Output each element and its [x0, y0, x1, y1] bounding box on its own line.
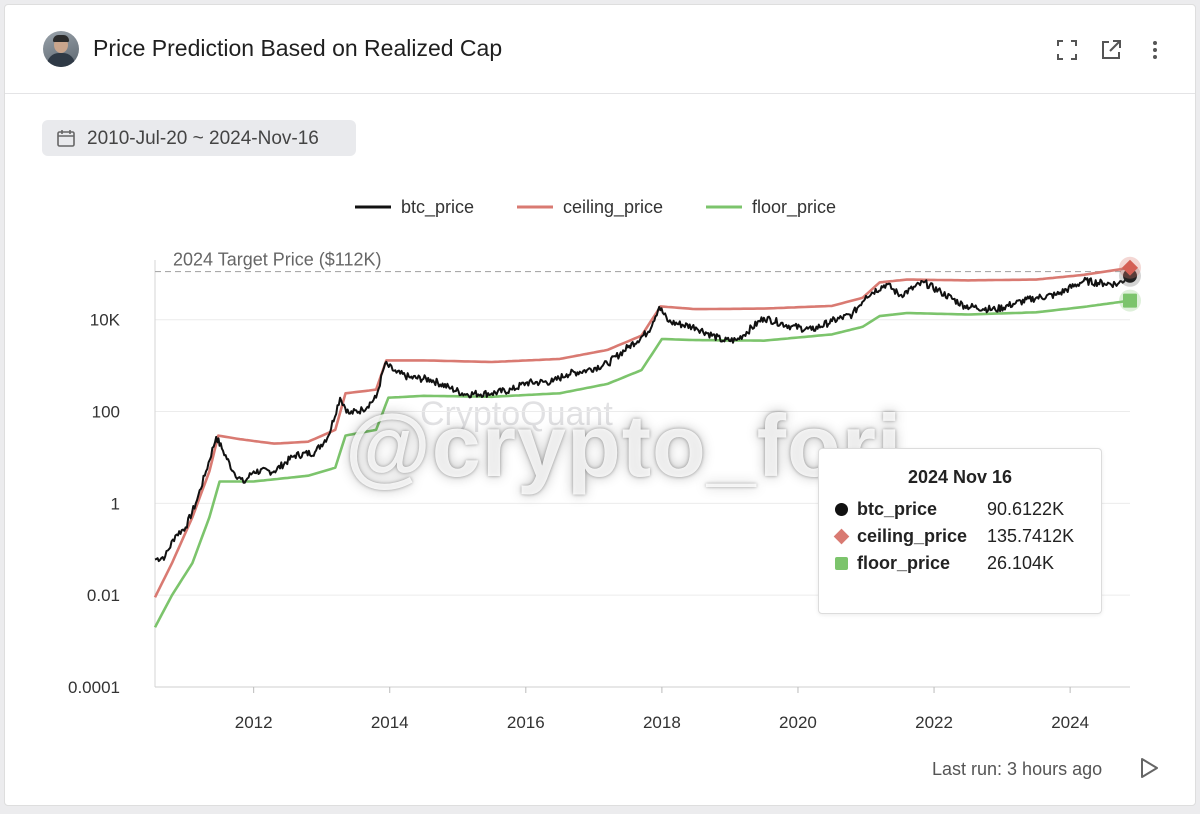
widget-title: Price Prediction Based on Realized Cap — [93, 35, 503, 61]
calendar-icon — [57, 130, 75, 147]
tooltip-series-name: ceiling_price — [857, 526, 968, 546]
y-tick-label: 100 — [92, 403, 120, 422]
x-tick-label: 2014 — [371, 713, 409, 732]
legend-label-btc_price: btc_price — [401, 197, 474, 218]
widget-card: Price Prediction Based on Realized Cap 2… — [4, 4, 1196, 806]
tooltip-row-btc: btc_price 90.6122K — [835, 498, 1097, 522]
tooltip-series-value: 26.104K — [987, 553, 1055, 573]
tooltip-row-floor: floor_price 26.104K — [835, 552, 1097, 576]
avatar[interactable] — [43, 31, 79, 67]
y-tick-label: 0.01 — [87, 586, 120, 605]
external-link-icon[interactable] — [1099, 38, 1123, 62]
y-tick-label: 1 — [111, 494, 120, 513]
last-run-text: Last run: 3 hours ago — [932, 759, 1103, 779]
chart-tooltip: 2024 Nov 16 btc_price 90.6122K ceiling_p… — [818, 448, 1102, 614]
tooltip-date: 2024 Nov 16 — [907, 467, 1013, 487]
x-tick-label: 2012 — [235, 713, 273, 732]
tooltip-series-value: 135.7412K — [987, 526, 1075, 546]
faint-watermark: CryptoQuant — [420, 395, 613, 433]
expand-icon[interactable] — [1055, 38, 1079, 62]
more-vertical-icon[interactable] — [1143, 38, 1167, 62]
series-line-btc_price — [154, 275, 1131, 563]
reference-line-layer: 2024 Target Price ($112K) — [155, 250, 1130, 273]
tooltip-series-name: btc_price — [857, 499, 938, 519]
series-line-floor_price — [153, 299, 1131, 628]
x-tick-label: 2016 — [507, 713, 545, 732]
legend-layer: btc_price ceiling_price floor_price — [355, 197, 836, 218]
y-tick-label: 10K — [90, 311, 121, 330]
x-tick-label: 2022 — [915, 713, 953, 732]
axis-layer: 10K 100 1 0.01 0.0001 2012 2014 2016 2018 2020 202… — [68, 260, 1130, 732]
btc-end-marker — [1123, 268, 1137, 283]
date-range-text: 2010-Jul-20 ~ 2024-Nov-16 — [87, 128, 319, 149]
x-tick-label: 2024 — [1051, 713, 1089, 732]
date-range-picker[interactable]: 2010-Jul-20 ~ 2024-Nov-16 — [42, 120, 356, 156]
ceiling-end-marker — [1122, 259, 1138, 276]
watermark-text: @crypto_fori — [345, 396, 903, 495]
widget-header: Price Prediction Based on Realized Cap — [5, 5, 1195, 94]
x-tick-label: 2018 — [643, 713, 681, 732]
tooltip-series-name: floor_price — [857, 553, 951, 573]
circle-marker-icon — [835, 503, 848, 516]
legend-label-ceiling_price: ceiling_price — [563, 197, 663, 218]
x-tick-label: 2020 — [779, 713, 817, 732]
series-layer — [153, 266, 1131, 628]
y-tick-label: 0.0001 — [68, 678, 120, 697]
diamond-marker-icon — [833, 528, 850, 545]
legend-label-floor_price: floor_price — [752, 197, 836, 218]
floor-end-marker — [1123, 293, 1137, 308]
end-markers — [1119, 256, 1141, 312]
square-marker-icon — [835, 557, 848, 570]
run-play-icon[interactable] — [1138, 756, 1160, 780]
tooltip-row-ceiling: ceiling_price 135.7412K — [833, 525, 1097, 549]
target-price-label: 2024 Target Price ($112K) — [173, 250, 381, 270]
tooltip-series-value: 90.6122K — [987, 499, 1065, 519]
